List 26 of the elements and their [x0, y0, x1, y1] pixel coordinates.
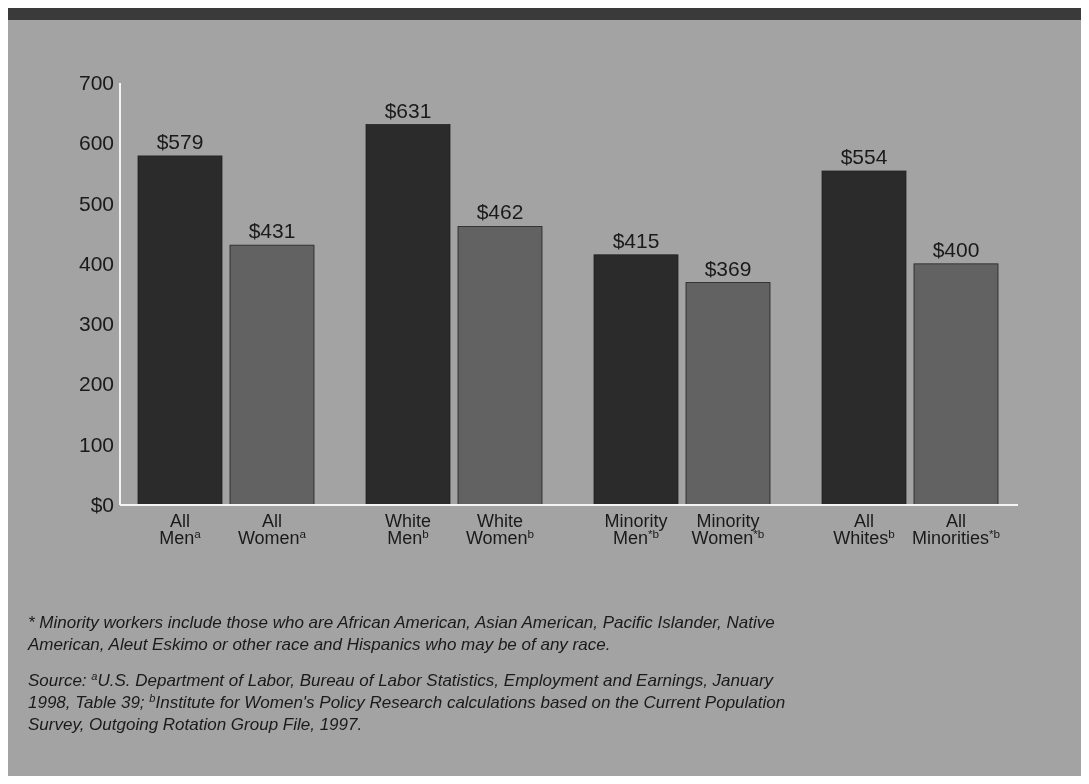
- x-tick-label: Minority Women$^{*b}$: [691, 511, 765, 548]
- y-tick-label: 600: [78, 131, 114, 155]
- text: * Minority workers include those who are African American, Asian American, Pacific Islander, Native American, Aleut Eskimo or other race and Hispanics who may be of any race.: [27, 613, 775, 654]
- y-tick-label: 200: [78, 372, 114, 396]
- y-tick-label: 500: [78, 191, 114, 215]
- x-tick-label: All Men$^{a}$: [159, 511, 202, 548]
- data-label: $400: [932, 237, 980, 261]
- data-label: $579: [156, 129, 204, 153]
- y-tick-label: 300: [78, 312, 114, 336]
- x-tick-label: White Women$^{b}$: [465, 511, 535, 548]
- source-note: Source: $^{a}$U.S. Department of Labor, Bureau of Labor Statistics, Employment and Earnings, January 1998, Table 39; $^{b}$Institute for Women's Policy Research calculations based on the Current Population Survey, Outgoing Rotation Group File, 1997.: [28, 670, 786, 734]
- x-tick-label: All Whites$^{b}$: [833, 511, 896, 548]
- data-label: $431: [248, 219, 296, 243]
- data-label: $369: [704, 256, 752, 280]
- x-tick-label: All Women$^{a}$: [237, 511, 307, 548]
- y-tick-label: 100: [78, 432, 114, 456]
- data-label: $462: [476, 200, 524, 224]
- data-label: $554: [840, 145, 888, 169]
- y-tick-label: $0: [90, 493, 114, 516]
- data-label: $415: [612, 228, 660, 252]
- x-tick-label: White Men$^{b}$: [384, 511, 432, 548]
- x-tick-label: All Minorities$^{*b}$: [911, 511, 1001, 548]
- y-tick-label: 700: [78, 71, 114, 94]
- y-tick-label: 400: [78, 251, 114, 275]
- x-tick-label: Minority Men$^{*b}$: [604, 511, 668, 548]
- data-label: $631: [384, 98, 432, 122]
